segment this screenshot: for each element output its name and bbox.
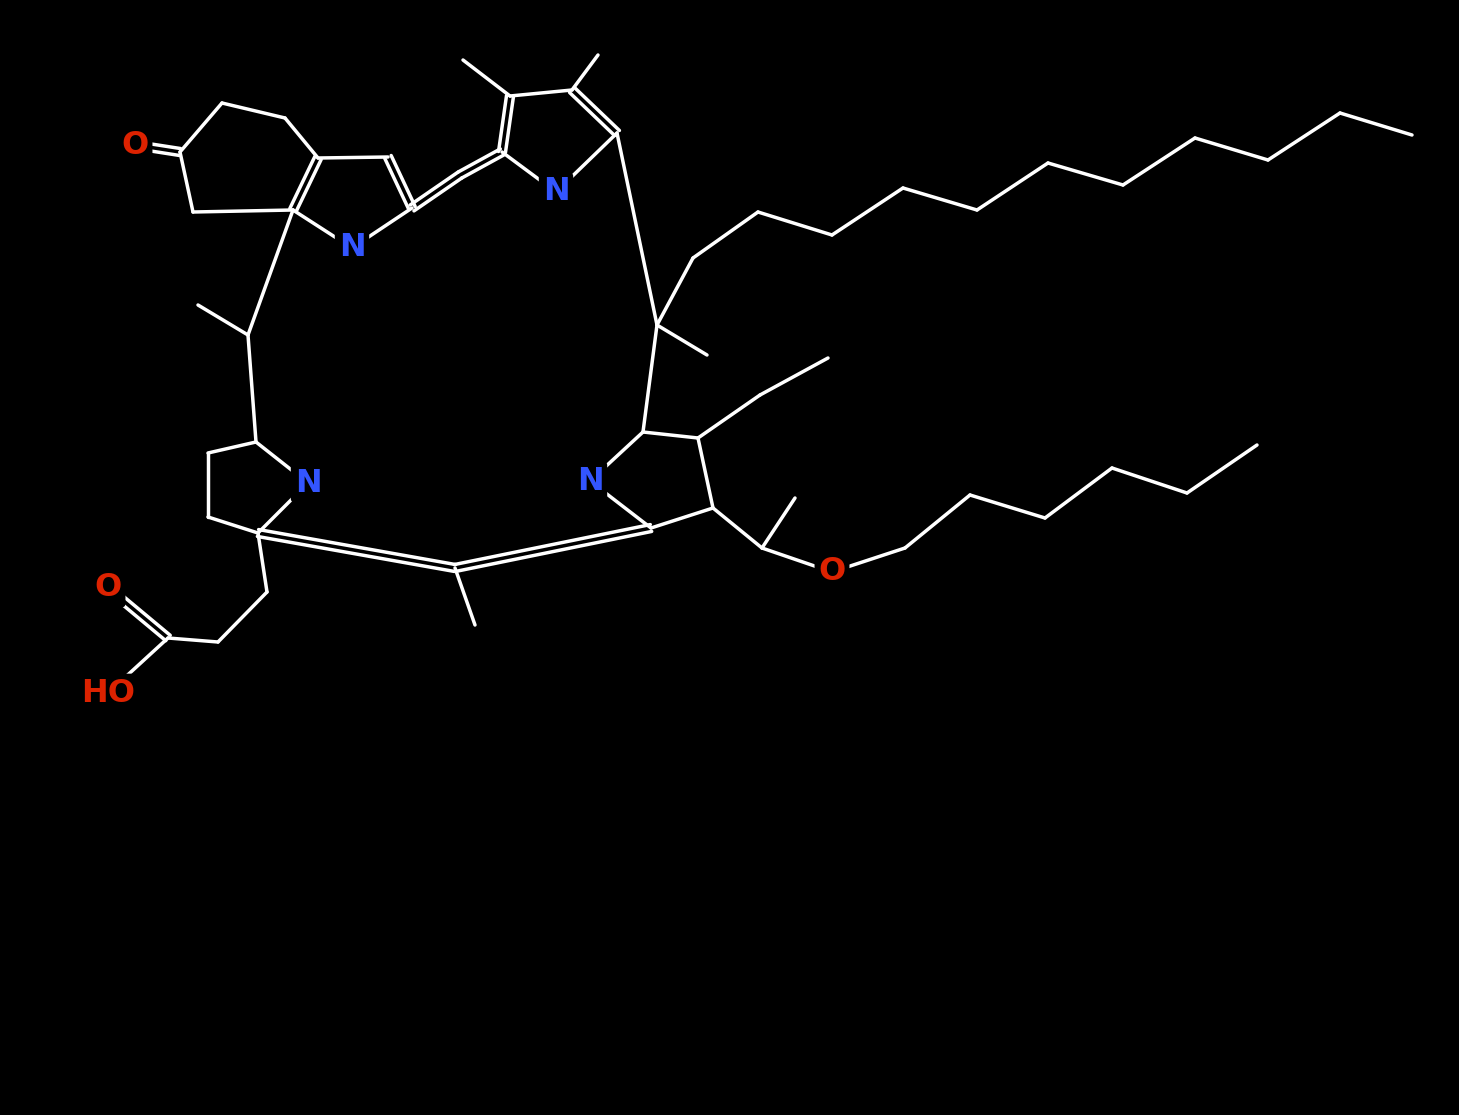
Text: O: O — [121, 129, 149, 161]
Text: HO: HO — [82, 678, 136, 708]
Text: N: N — [576, 465, 604, 496]
Text: N: N — [338, 233, 365, 263]
Text: O: O — [95, 572, 121, 603]
Text: N: N — [543, 176, 569, 207]
Text: N: N — [295, 467, 321, 498]
Text: O: O — [818, 556, 846, 588]
